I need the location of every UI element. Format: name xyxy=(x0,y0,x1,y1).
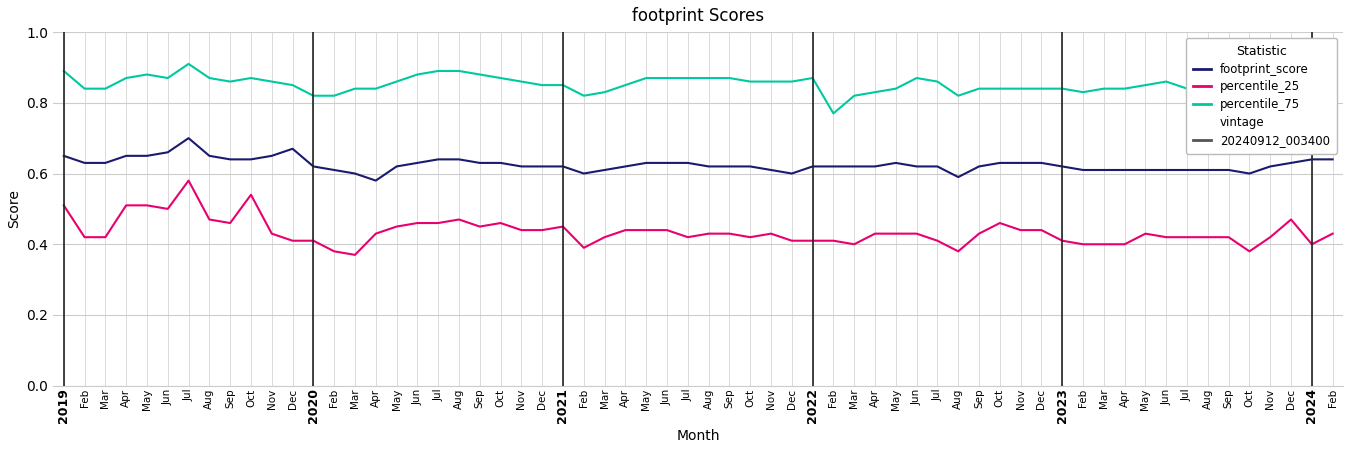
Legend: footprint_score, percentile_25, percentile_75, vintage, 20240912_003400: footprint_score, percentile_25, percenti… xyxy=(1185,38,1336,154)
percentile_75 xyxy=(1200,93,1216,99)
footprint_score xyxy=(181,135,197,141)
percentile_25 xyxy=(431,220,447,226)
footprint_score xyxy=(55,153,72,158)
footprint_score xyxy=(327,167,343,173)
percentile_75 xyxy=(825,111,841,116)
percentile_75 xyxy=(701,75,717,81)
percentile_25 xyxy=(1200,234,1216,240)
Line: percentile_25: percentile_25 xyxy=(63,180,1332,255)
footprint_score xyxy=(1200,167,1216,173)
percentile_25 xyxy=(181,178,197,183)
Line: footprint_score: footprint_score xyxy=(63,138,1332,180)
percentile_75 xyxy=(181,61,197,67)
percentile_75 xyxy=(1324,79,1341,84)
percentile_25 xyxy=(55,202,72,208)
percentile_75 xyxy=(409,72,425,77)
percentile_25 xyxy=(721,231,737,236)
footprint_score xyxy=(721,164,737,169)
percentile_75 xyxy=(867,90,883,95)
percentile_25 xyxy=(159,206,176,211)
percentile_75 xyxy=(159,75,176,81)
Title: footprint Scores: footprint Scores xyxy=(632,7,764,25)
percentile_75 xyxy=(327,93,343,99)
footprint_score xyxy=(431,157,447,162)
footprint_score xyxy=(1324,157,1341,162)
percentile_25 xyxy=(867,231,883,236)
percentile_25 xyxy=(327,249,343,254)
footprint_score xyxy=(159,149,176,155)
Y-axis label: Score: Score xyxy=(7,189,22,228)
percentile_25 xyxy=(1324,231,1341,236)
percentile_75 xyxy=(55,68,72,74)
footprint_score xyxy=(867,164,883,169)
Line: percentile_75: percentile_75 xyxy=(63,64,1332,113)
percentile_25 xyxy=(347,252,363,257)
X-axis label: Month: Month xyxy=(676,429,720,443)
footprint_score xyxy=(367,178,383,183)
